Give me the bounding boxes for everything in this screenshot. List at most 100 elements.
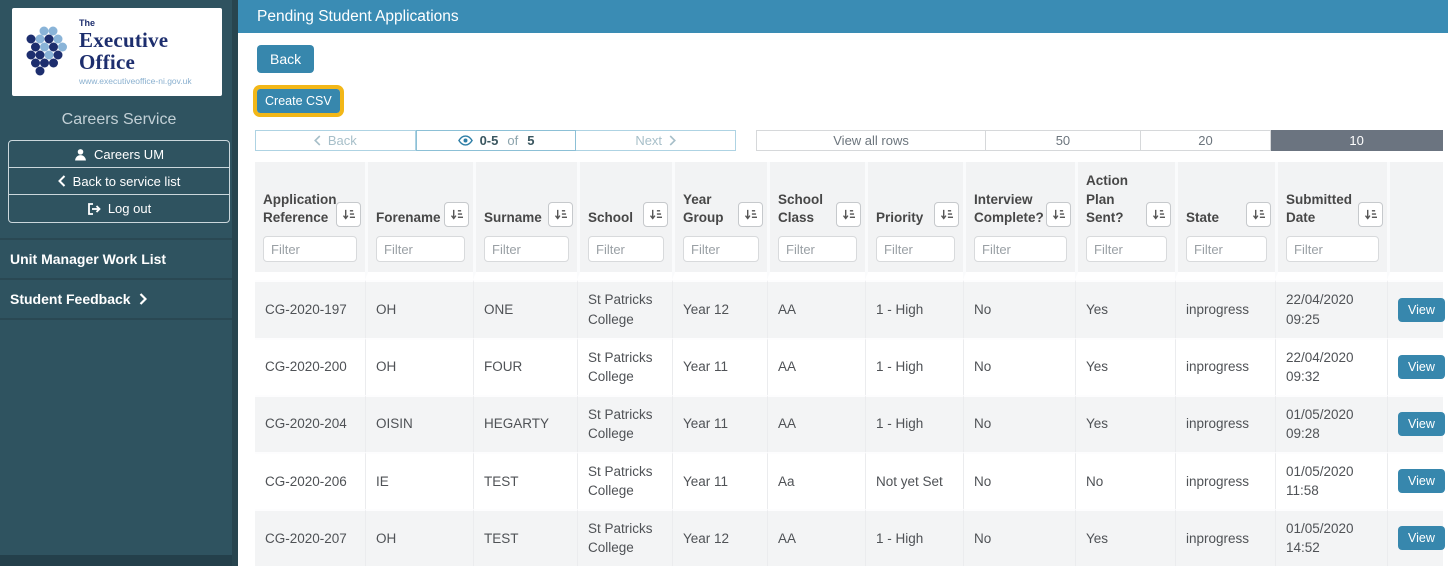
filter-input[interactable]	[484, 236, 569, 263]
page-size-option-20[interactable]: 20	[1140, 130, 1272, 151]
column-label: State	[1186, 210, 1220, 226]
filter-input[interactable]	[1286, 236, 1379, 263]
sort-button[interactable]	[1146, 202, 1171, 228]
filter-input[interactable]	[683, 236, 759, 263]
table-cell-actions: View	[1387, 280, 1445, 338]
table-cell: CG-2020-204	[255, 394, 365, 452]
sidebar-item-student-feedback[interactable]: Student Feedback	[0, 280, 238, 320]
sort-amount-icon	[1252, 210, 1265, 221]
sort-button[interactable]	[643, 202, 668, 228]
table-cell: 1 - High	[865, 280, 963, 338]
table-cell: No	[963, 394, 1075, 452]
column-header: Submitted Date	[1275, 161, 1387, 281]
table-cell: Yes	[1075, 394, 1175, 452]
back-button[interactable]: Back	[257, 45, 315, 73]
table-cell: St Patricks College	[577, 394, 672, 452]
user-icon	[75, 148, 86, 161]
page-header-bar: Pending Student Applications	[238, 0, 1448, 33]
page-size-option-50[interactable]: 50	[986, 130, 1141, 151]
column-header: Priority	[865, 161, 963, 281]
sort-amount-icon	[649, 210, 662, 221]
table-header-row: Application Reference Forename Surname Scho…	[255, 161, 1443, 281]
view-button[interactable]: View	[1398, 469, 1445, 494]
table-cell-actions: View	[1387, 451, 1445, 509]
sort-button[interactable]	[444, 202, 469, 228]
sort-button[interactable]	[1246, 202, 1271, 228]
sidebar-menu: Careers UM Back to service list Log out	[8, 140, 230, 223]
table-cell: 22/04/2020 09:32	[1275, 337, 1387, 395]
column-header: School	[577, 161, 672, 281]
view-button[interactable]: View	[1398, 297, 1445, 322]
sort-button[interactable]	[548, 202, 573, 228]
view-button[interactable]: View	[1398, 355, 1445, 380]
sidebar: The Executive Office www.executiveoffice…	[0, 0, 238, 566]
sidebar-link-label: Student Feedback	[10, 291, 131, 307]
table-cell: IE	[365, 451, 473, 509]
create-csv-button[interactable]: Create CSV	[253, 85, 344, 117]
column-label: Forename	[376, 210, 441, 226]
pager-next-button[interactable]: Next	[576, 130, 737, 151]
filter-input[interactable]	[876, 236, 955, 263]
table-cell: inprogress	[1175, 508, 1275, 566]
chevron-left-icon	[57, 175, 65, 187]
table-cell: 1 - High	[865, 394, 963, 452]
table-cell: No	[963, 280, 1075, 338]
filter-input[interactable]	[974, 236, 1067, 263]
table-cell: OH	[365, 508, 473, 566]
table-row: CG-2020-204 OISIN HEGARTY St Patricks Colle…	[255, 394, 1445, 452]
pager-next-label: Next	[635, 132, 663, 148]
view-button[interactable]: View	[1398, 412, 1445, 437]
sort-button[interactable]	[836, 202, 861, 228]
sort-amount-icon	[842, 210, 855, 221]
table-row: CG-2020-206 IE TEST St Patricks College Year…	[255, 451, 1445, 509]
sort-button[interactable]	[934, 202, 959, 228]
table-cell: Year 11	[672, 394, 767, 452]
column-header	[1387, 161, 1443, 281]
sort-button[interactable]	[1358, 202, 1383, 228]
main-content: Pending Student Applications Back Create…	[238, 0, 1448, 566]
column-label: School Class	[778, 191, 824, 226]
executive-office-logo: The Executive Office www.executiveoffice…	[12, 8, 222, 96]
column-label: School	[588, 210, 634, 226]
table-cell: AA	[767, 508, 865, 566]
chevron-right-icon	[669, 135, 676, 146]
sort-button[interactable]	[738, 202, 763, 228]
table-cell: FOUR	[473, 337, 577, 395]
sidebar-item-back-to-service-list[interactable]: Back to service list	[9, 168, 229, 195]
sort-button[interactable]	[1046, 202, 1071, 228]
column-header: Forename	[365, 161, 473, 281]
sidebar-item-careers-um[interactable]: Careers UM	[9, 141, 229, 168]
column-header: School Class	[767, 161, 865, 281]
table-cell: St Patricks College	[577, 280, 672, 338]
sort-amount-icon	[940, 210, 953, 221]
sidebar-item-log-out[interactable]: Log out	[9, 195, 229, 222]
sort-amount-icon	[342, 210, 355, 221]
logo-url: www.executiveoffice-ni.gov.uk	[79, 76, 192, 87]
filter-input[interactable]	[778, 236, 857, 263]
filter-input[interactable]	[1086, 236, 1167, 263]
column-header: State	[1175, 161, 1275, 281]
column-header: Application Reference	[255, 161, 365, 281]
filter-input[interactable]	[376, 236, 465, 263]
sort-button[interactable]	[336, 202, 361, 228]
sort-amount-icon	[744, 210, 757, 221]
pager-group: Back 0-5 of 5 Next	[255, 130, 737, 151]
filter-input[interactable]	[588, 236, 664, 263]
page-title: Pending Student Applications	[257, 7, 459, 25]
table-cell: Year 11	[672, 337, 767, 395]
page-size-option-10[interactable]: 10	[1271, 130, 1443, 151]
table-row: CG-2020-207 OH TEST St Patricks College Year…	[255, 508, 1445, 566]
column-label: Year Group	[683, 191, 724, 226]
logo-hexagon-dots-icon	[26, 26, 67, 76]
page-size-option-view-all-rows[interactable]: View all rows	[756, 130, 987, 151]
filter-input[interactable]	[1186, 236, 1267, 263]
table-cell: inprogress	[1175, 337, 1275, 395]
view-button[interactable]: View	[1398, 526, 1445, 551]
page-size-group: View all rows 50 20 10	[756, 130, 1443, 151]
table-cell: St Patricks College	[577, 337, 672, 395]
filter-input[interactable]	[263, 236, 357, 263]
pager-back-button[interactable]: Back	[255, 130, 416, 151]
sidebar-item-unit-manager-work-list[interactable]: Unit Manager Work List	[0, 240, 238, 280]
sidebar-bottom-strip	[0, 555, 232, 566]
sidebar-nav: Unit Manager Work List Student Feedback	[0, 238, 238, 320]
